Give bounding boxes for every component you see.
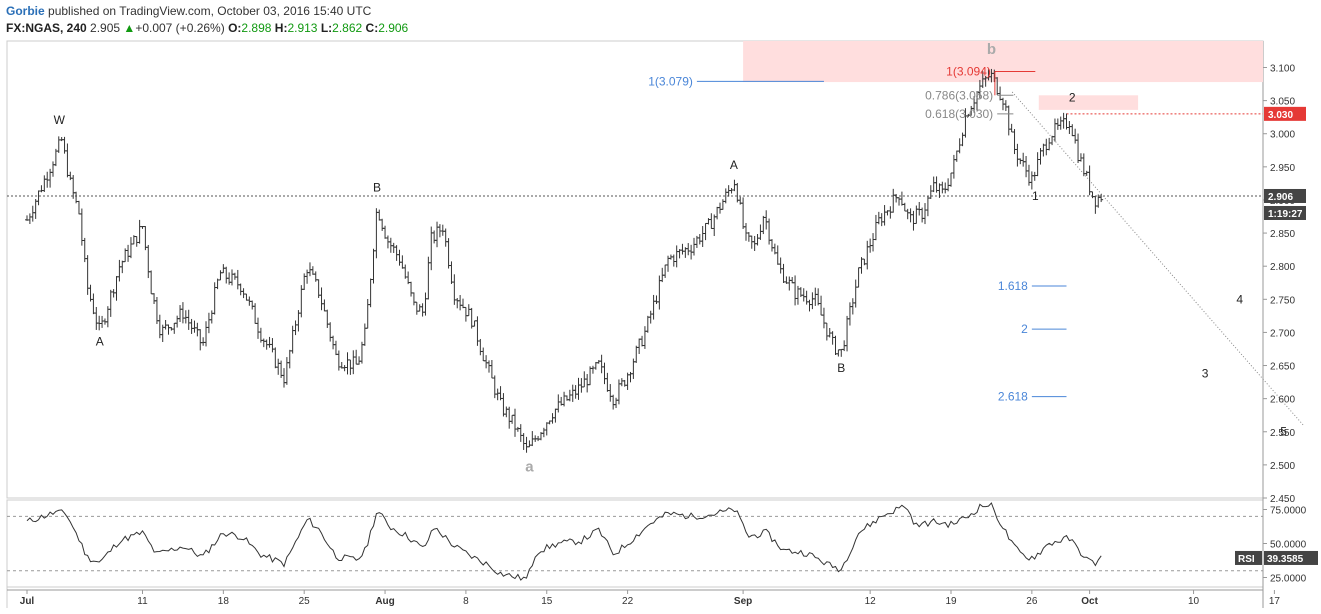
price-tick-label: 2.700 — [1270, 328, 1295, 339]
wave-label: 2 — [1069, 90, 1076, 104]
level-badge-box — [1264, 106, 1306, 121]
published-text: published on TradingView.com, October 03… — [48, 4, 372, 18]
time-tick-label: 18 — [218, 596, 230, 607]
price-change: +0.007 (+0.26%) — [135, 21, 225, 35]
price-tick-label: 2.950 — [1270, 163, 1295, 174]
wave-label: W — [54, 113, 66, 127]
rsi-name-label: RSI — [1238, 554, 1255, 565]
time-tick-label: 22 — [622, 596, 634, 607]
ohlc-line: FX:NGAS, 240 2.905 ▲+0.007 (+0.26%) O:2.… — [6, 20, 408, 37]
price-tick-label: 2.750 — [1270, 295, 1295, 306]
fib-level-label: 1.618 — [998, 279, 1028, 293]
wave-label: 4 — [1236, 292, 1243, 306]
wave-label: A — [96, 335, 104, 349]
last-price-badge-box — [1264, 188, 1306, 203]
price-tick-label: 3.000 — [1270, 130, 1295, 141]
time-tick-label: 17 — [1269, 596, 1281, 607]
wave-label: B — [837, 361, 845, 375]
countdown-badge: 1:19:27 — [1268, 209, 1303, 220]
fib-level-label: 0.618(3.030) — [925, 107, 993, 121]
change-up-icon: ▲ — [123, 21, 136, 35]
wave-label: A — [730, 158, 738, 172]
open-value: 2.898 — [241, 21, 272, 35]
wave-label: 5 — [1280, 425, 1287, 439]
time-tick-label: Sep — [734, 596, 752, 607]
rsi-tick-label: 25.0000 — [1270, 573, 1307, 584]
time-tick-label: 19 — [945, 596, 957, 607]
price-tick-label: 3.050 — [1270, 97, 1295, 108]
publisher-line: Gorbie published on TradingView.com, Oct… — [6, 3, 408, 20]
rsi-value-box — [1264, 550, 1318, 565]
wave-label: a — [525, 459, 534, 476]
close-value: 2.906 — [378, 21, 409, 35]
time-tick-label: Oct — [1081, 596, 1098, 607]
rsi-name-box — [1235, 550, 1262, 565]
price-tick-label: 2.850 — [1270, 229, 1295, 240]
wave-label: b — [987, 41, 996, 58]
wave-label: 3 — [1202, 366, 1209, 380]
time-tick-label: 10 — [1188, 596, 1200, 607]
fib-level-label: 1(3.094) — [946, 64, 991, 78]
price-tick-label: 2.500 — [1270, 461, 1295, 472]
price-tick-label: 2.550 — [1270, 428, 1295, 439]
symbol-label[interactable]: FX:NGAS, 240 — [6, 21, 87, 35]
level-badge: 3.030 — [1268, 110, 1293, 121]
fib-level-label: 2 — [1021, 322, 1028, 336]
chart-header: Gorbie published on TradingView.com, Oct… — [6, 3, 408, 37]
price-tick-label: 2.450 — [1270, 494, 1295, 505]
price-tick-label: 2.800 — [1270, 262, 1295, 273]
trend-line[interactable] — [1011, 91, 1304, 426]
countdown-badge-box — [1264, 205, 1306, 220]
last-price-badge: 2.906 — [1268, 192, 1293, 203]
time-tick-label: 12 — [865, 596, 877, 607]
open-label: O: — [228, 21, 242, 35]
low-value: 2.862 — [332, 21, 363, 35]
high-label: H: — [274, 21, 288, 35]
last-price: 2.905 — [90, 21, 121, 35]
rsi-value-badge: 39.3585 — [1267, 554, 1304, 565]
high-value: 2.913 — [287, 21, 318, 35]
target-zone-1 — [1038, 95, 1139, 110]
fib-level-label: 1(3.079) — [648, 74, 693, 88]
rsi-tick-label: 75.0000 — [1270, 506, 1307, 517]
price-tick-label: 2.650 — [1270, 362, 1295, 373]
time-tick-label: 11 — [137, 596, 148, 607]
time-tick-label: 26 — [1026, 596, 1038, 607]
fib-level-label: 2.618 — [998, 390, 1028, 404]
time-tick-label: 8 — [463, 596, 469, 607]
wave-label: 1 — [1032, 189, 1039, 203]
target-zone-0 — [743, 41, 1263, 83]
time-tick-label: Aug — [375, 596, 394, 607]
author-name[interactable]: Gorbie — [6, 4, 45, 18]
rsi-tick-label: 50.0000 — [1270, 540, 1307, 551]
time-tick-label: 25 — [299, 596, 311, 607]
low-label: L: — [320, 21, 333, 35]
time-tick-label: Jul — [20, 596, 35, 607]
wave-label: B — [373, 180, 381, 194]
time-tick-label: 15 — [541, 596, 553, 607]
close-label: C: — [365, 21, 379, 35]
fib-level-label: 0.786(3.058) — [925, 88, 993, 102]
price-tick-label: 3.100 — [1270, 63, 1295, 74]
price-tick-label: 2.600 — [1270, 395, 1295, 406]
rsi-line — [26, 502, 1102, 581]
